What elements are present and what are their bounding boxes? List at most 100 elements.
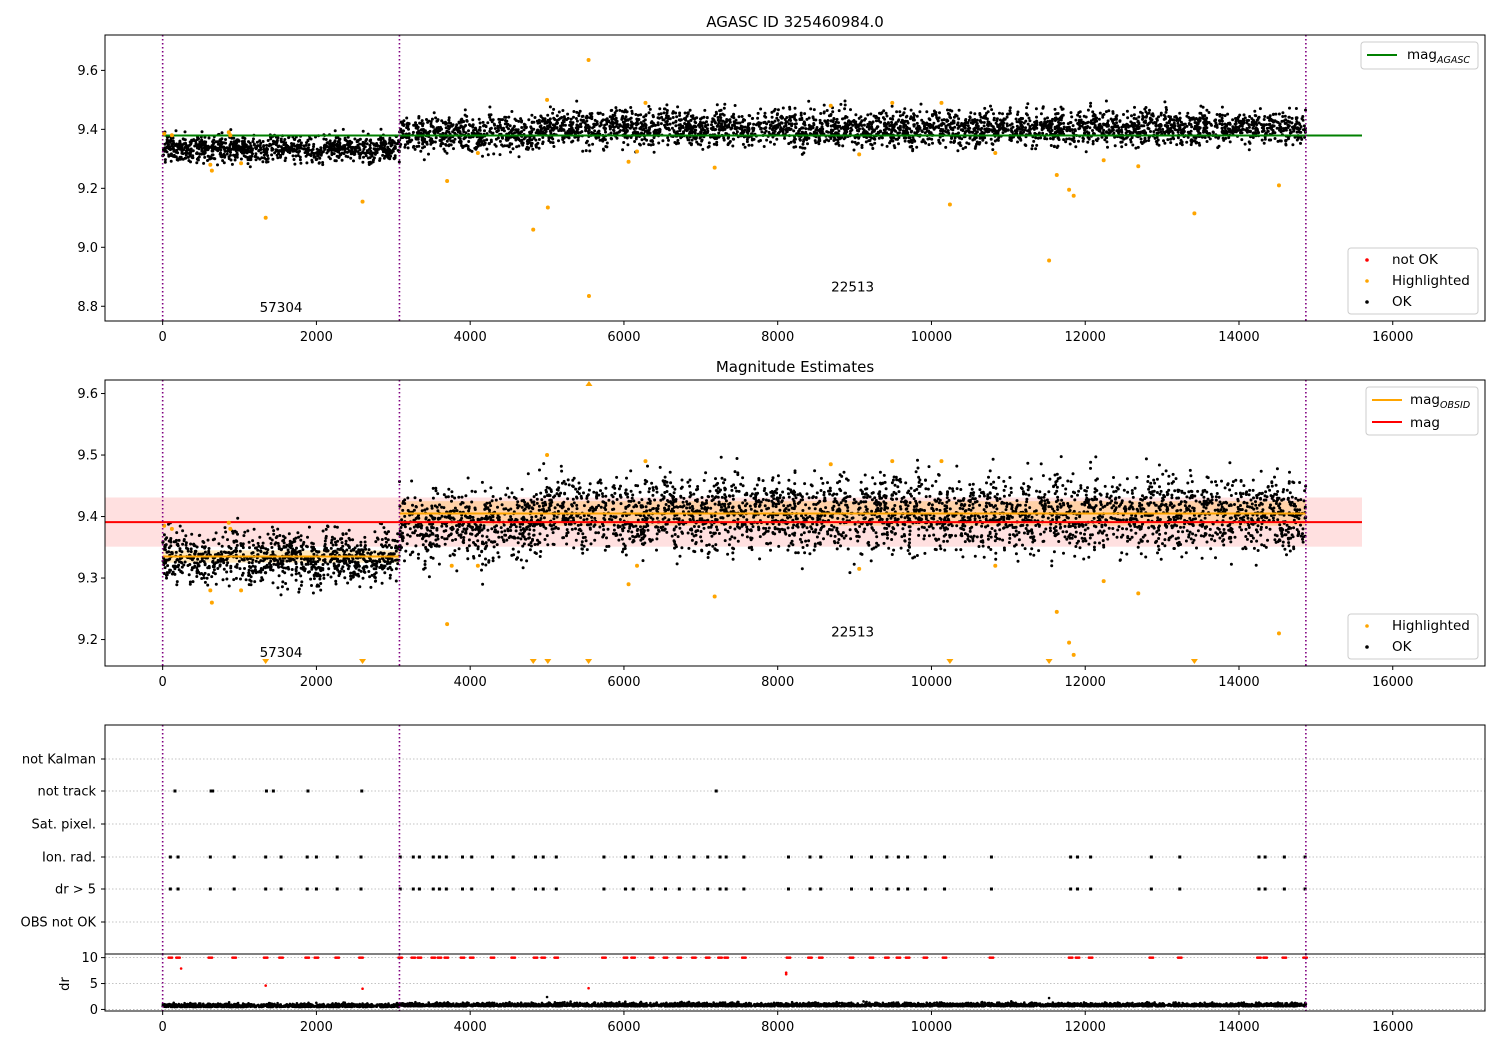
x-tick-label: 12000 xyxy=(1065,1020,1106,1035)
flag-mark xyxy=(623,855,627,859)
flag-mark xyxy=(1263,887,1267,891)
dr-not-ok-point xyxy=(788,956,792,959)
highlighted-point xyxy=(939,100,944,105)
highlighted-point xyxy=(209,600,214,605)
flag-mark xyxy=(906,855,910,859)
dr-not-ok-point xyxy=(462,956,466,959)
flag-mark xyxy=(305,855,309,859)
flag-mark xyxy=(623,887,627,891)
flag-mark xyxy=(786,855,790,859)
flag-mark xyxy=(437,887,441,891)
dr-not-ok-point xyxy=(694,956,697,959)
flag-mark xyxy=(724,887,728,891)
highlighted-point xyxy=(635,149,640,154)
flag-mark xyxy=(989,855,993,859)
flag-mark xyxy=(264,789,268,793)
flag-mark xyxy=(677,887,681,891)
magnitude-estimates-frame xyxy=(104,379,1486,667)
highlighted-point xyxy=(169,133,174,138)
flag-mark xyxy=(168,887,172,891)
flag-mark xyxy=(808,887,812,891)
x-tick-label: 12000 xyxy=(1065,330,1106,345)
flag-mark xyxy=(631,855,635,859)
y-tick-label: 9.3 xyxy=(77,572,98,587)
flag-mark xyxy=(314,855,318,859)
x-tick-label: 16000 xyxy=(1372,1020,1413,1035)
highlighted-point xyxy=(239,161,244,166)
x-tick-label: 6000 xyxy=(607,675,640,690)
highlighted-point xyxy=(1276,183,1281,188)
highlighted-point xyxy=(857,566,862,571)
dr-not-ok-point xyxy=(266,956,269,959)
highlighted-point xyxy=(1054,609,1059,614)
dr-not-ok-point xyxy=(419,956,423,959)
flag-mark xyxy=(279,855,283,859)
flag-mark xyxy=(663,887,667,891)
highlighted-point xyxy=(1192,211,1197,216)
dr-outlier-point xyxy=(1047,996,1051,1000)
flag-mark xyxy=(1282,887,1286,891)
dr-not-ok-point xyxy=(720,956,724,959)
highlighted-point xyxy=(586,293,591,298)
highlighted-point xyxy=(635,563,640,568)
estimates-status-legend-box xyxy=(1347,613,1479,660)
estimates-status-legend: Highlighted OK xyxy=(1347,613,1479,660)
flag-category-label: OBS not OK xyxy=(21,916,97,931)
flag-mark xyxy=(1257,887,1261,891)
dr-panel-frame xyxy=(104,953,1486,1012)
flag-mark xyxy=(692,855,696,859)
flag-category-label: not Kalman xyxy=(22,753,96,768)
highlighted-point xyxy=(890,459,895,464)
highlighted-point xyxy=(208,588,213,593)
x-tick-label: 2000 xyxy=(300,1020,333,1035)
flag-mark xyxy=(360,789,364,793)
dr-not-ok-point xyxy=(535,956,539,959)
highlighted-point xyxy=(1047,258,1052,263)
highlighted-point xyxy=(947,202,952,207)
highlighted-point xyxy=(857,152,862,157)
x-tick-label: 10000 xyxy=(911,330,952,345)
flag-mark xyxy=(470,855,474,859)
flag-mark xyxy=(335,855,339,859)
highlighted-point xyxy=(643,459,648,464)
flag-mark xyxy=(819,855,823,859)
obs-label: 57304 xyxy=(260,300,303,316)
agasc-line-legend-box xyxy=(1360,41,1479,70)
highlighted-point xyxy=(162,131,167,136)
dr-not-ok-point xyxy=(851,956,855,959)
flag-category-label: dr > 5 xyxy=(55,883,96,898)
legend-label-mag-agasc: magAGASC xyxy=(1407,47,1470,66)
flag-mark xyxy=(663,855,667,859)
dr-not-ok-point xyxy=(400,956,404,959)
flag-mark xyxy=(208,887,212,891)
flag-mark xyxy=(819,887,823,891)
flag-mark xyxy=(534,887,538,891)
flag-mark xyxy=(314,887,318,891)
x-tick-label: 10000 xyxy=(911,675,952,690)
flag-mark xyxy=(885,887,889,891)
y-tick-label: 9.0 xyxy=(77,241,98,256)
dr-not-ok-point xyxy=(316,956,320,959)
highlighted-point xyxy=(939,459,944,464)
flag-mark xyxy=(718,855,722,859)
legend-label-not-ok: not OK xyxy=(1392,252,1439,268)
dr-not-ok-point xyxy=(361,956,365,959)
legend-label-mag: mag xyxy=(1410,415,1440,431)
highlighted-point xyxy=(475,150,480,155)
flag-mark xyxy=(431,887,435,891)
flag-mark xyxy=(271,789,275,793)
legend-label-highlighted: Highlighted xyxy=(1392,273,1470,289)
y-tick-label: 9.2 xyxy=(77,182,98,197)
flag-mark xyxy=(631,887,635,891)
highlighted-point xyxy=(626,582,631,587)
flag-mark xyxy=(706,887,710,891)
obs-label: 57304 xyxy=(260,645,303,661)
legend-label-ok: OK xyxy=(1392,294,1413,310)
dr-not-ok-point xyxy=(625,956,629,959)
x-tick-label: 0 xyxy=(159,1020,167,1035)
legend-label-ok-2: OK xyxy=(1392,639,1413,655)
flag-mark xyxy=(869,887,873,891)
flag-mark xyxy=(923,855,927,859)
dr-not-ok-point xyxy=(887,956,890,959)
